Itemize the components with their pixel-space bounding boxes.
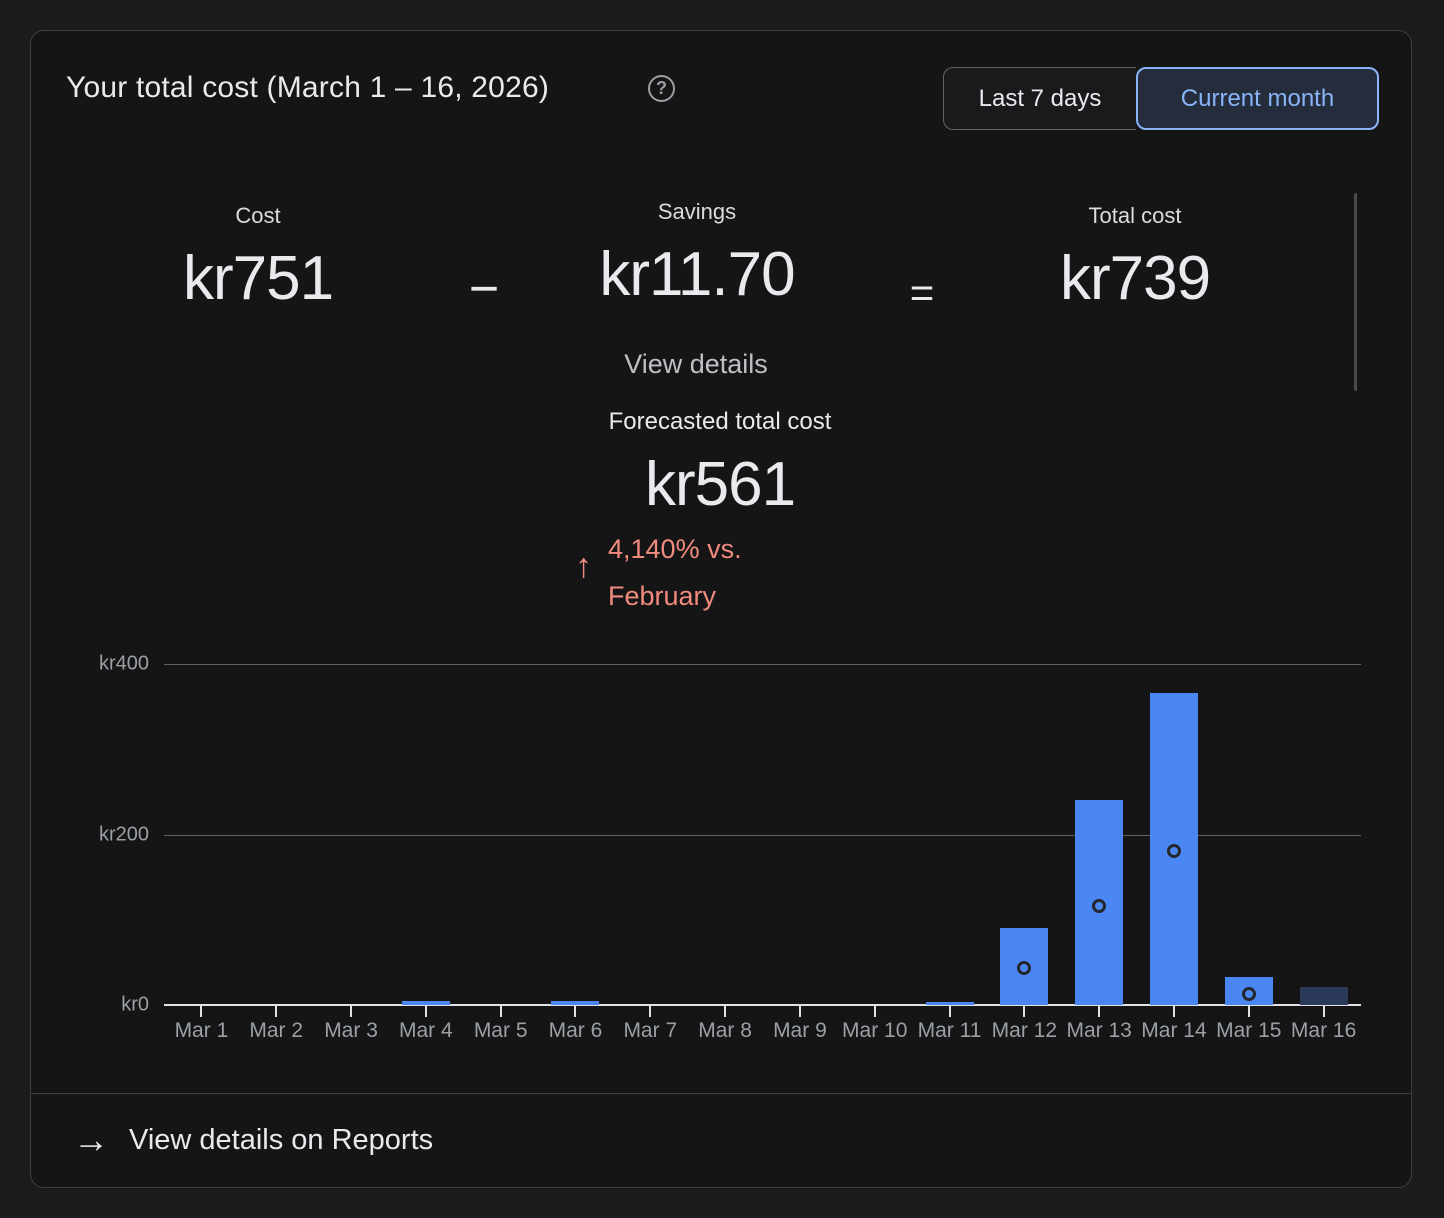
marker-circle-mar-13 xyxy=(1092,898,1107,913)
x-axis-label-mar-11: Mar 11 xyxy=(917,1019,982,1042)
scrollbar-thumb[interactable] xyxy=(1354,193,1357,391)
page-title: Your total cost (March 1 – 16, 2026) xyxy=(66,71,550,104)
x-axis-tick-14 xyxy=(1172,1005,1175,1017)
chart-slot-mar-11 xyxy=(912,664,987,1005)
marker-circle-mar-15 xyxy=(1241,986,1256,1001)
x-axis-tick-5 xyxy=(499,1005,502,1017)
chart-slot-mar-14 xyxy=(1137,664,1212,1005)
bar-mar-16[interactable] xyxy=(1299,987,1348,1005)
x-axis-label-mar-3: Mar 3 xyxy=(324,1019,378,1042)
bar-mar-6[interactable] xyxy=(551,1001,600,1005)
marker-circle-mar-12 xyxy=(1017,960,1032,975)
chart-slot-mar-3 xyxy=(314,664,389,1005)
cost-column: Cost kr751 xyxy=(182,203,334,314)
trend-up-arrow-icon: ↑ xyxy=(575,547,592,585)
x-axis-tick-7 xyxy=(649,1005,652,1017)
x-axis-tick-3 xyxy=(350,1005,353,1017)
gridline-kr200 xyxy=(164,834,1361,836)
cost-value: kr751 xyxy=(182,244,334,313)
marker-circle-mar-14 xyxy=(1166,844,1181,859)
y-axis-label-kr200: kr200 xyxy=(98,823,149,845)
x-axis-label-mar-16: Mar 16 xyxy=(1290,1019,1357,1042)
chart-slot-mar-12 xyxy=(987,664,1062,1005)
forecast-value: kr561 xyxy=(644,450,796,519)
total-cost-label: Total cost xyxy=(1088,203,1182,228)
x-axis-tick-11 xyxy=(948,1005,951,1017)
x-axis-label-mar-1: Mar 1 xyxy=(174,1019,229,1042)
x-axis-tick-13 xyxy=(1098,1005,1101,1017)
x-axis-tick-12 xyxy=(1023,1005,1026,1017)
chart-slot-mar-6 xyxy=(538,664,613,1005)
x-axis-line xyxy=(164,1004,1361,1006)
current-month-button[interactable]: Current month xyxy=(1136,67,1379,130)
total-cost-card: Your total cost (March 1 – 16, 2026) ? L… xyxy=(30,30,1412,1188)
view-details-link[interactable]: View details xyxy=(624,349,768,379)
x-axis-label-mar-13: Mar 13 xyxy=(1066,1019,1132,1042)
x-axis-tick-9 xyxy=(798,1005,801,1017)
chart-slot-mar-15 xyxy=(1211,664,1286,1005)
x-axis-tick-15 xyxy=(1247,1005,1250,1017)
x-axis-tick-10 xyxy=(873,1005,876,1017)
x-axis-label-mar-5: Mar 5 xyxy=(473,1019,528,1042)
total-cost-value: kr739 xyxy=(1059,244,1211,313)
chart-slot-mar-13 xyxy=(1062,664,1137,1005)
x-axis-tick-2 xyxy=(275,1005,278,1017)
chart-slot-mar-4 xyxy=(388,664,463,1005)
cost-label: Cost xyxy=(235,203,281,228)
view-reports-link[interactable]: → View details on Reports xyxy=(73,1093,1371,1187)
x-axis-label-mar-7: Mar 7 xyxy=(623,1019,678,1042)
help-icon[interactable]: ? xyxy=(648,75,675,102)
chart-slot-mar-1 xyxy=(164,664,239,1005)
equals-operator: = xyxy=(909,269,935,316)
savings-column: Savings kr11.70 xyxy=(599,199,795,310)
y-axis-label-kr400: kr400 xyxy=(98,652,149,675)
minus-operator: − xyxy=(468,260,500,318)
x-axis-label-mar-9: Mar 9 xyxy=(773,1019,827,1042)
forecast-delta: 4,140% vs. February xyxy=(608,526,742,620)
y-axis-label-kr0: kr0 xyxy=(121,993,149,1016)
x-axis-label-mar-15: Mar 15 xyxy=(1216,1019,1282,1042)
x-axis-tick-16 xyxy=(1322,1005,1325,1017)
chart-slot-mar-7 xyxy=(613,664,688,1005)
chart-slot-mar-9 xyxy=(763,664,838,1005)
chart-slot-mar-2 xyxy=(239,664,314,1005)
last-7-days-button[interactable]: Last 7 days xyxy=(943,67,1136,130)
footer-divider xyxy=(31,1093,1411,1094)
bar-mar-11[interactable] xyxy=(925,1002,974,1005)
x-axis-label-mar-10: Mar 10 xyxy=(842,1019,908,1042)
chart-slot-mar-10 xyxy=(837,664,912,1005)
forecast-label: Forecasted total cost xyxy=(608,408,832,435)
savings-value: kr11.70 xyxy=(599,240,795,309)
savings-label: Savings xyxy=(657,199,737,224)
x-axis-label-mar-4: Mar 4 xyxy=(399,1019,453,1042)
gridline-kr400 xyxy=(164,664,1361,665)
x-axis-tick-6 xyxy=(574,1005,577,1017)
x-axis-tick-8 xyxy=(724,1005,727,1017)
x-axis-label-mar-6: Mar 6 xyxy=(548,1019,603,1042)
x-axis-label-mar-2: Mar 2 xyxy=(249,1019,304,1042)
chart-slot-mar-5 xyxy=(463,664,538,1005)
forecast-delta-line1: 4,140% vs. xyxy=(608,534,742,564)
x-axis-label-mar-14: Mar 14 xyxy=(1141,1019,1207,1042)
chart-plot-area xyxy=(164,664,1361,1006)
x-axis-tick-1 xyxy=(200,1005,203,1017)
x-axis-label-mar-12: Mar 12 xyxy=(991,1019,1058,1042)
view-reports-label: View details on Reports xyxy=(129,1123,434,1156)
chart-slot-mar-8 xyxy=(688,664,763,1005)
x-axis-label-mar-8: Mar 8 xyxy=(698,1019,752,1042)
x-axis-tick-4 xyxy=(424,1005,427,1017)
chart-slot-mar-16 xyxy=(1286,664,1361,1005)
right-arrow-icon: → xyxy=(73,1119,109,1160)
date-range-toggle: Last 7 days Current month xyxy=(943,67,1379,130)
bar-mar-4[interactable] xyxy=(401,1001,450,1005)
total-cost-column: Total cost kr739 xyxy=(1059,203,1211,314)
forecast-delta-line2: February xyxy=(608,581,717,611)
